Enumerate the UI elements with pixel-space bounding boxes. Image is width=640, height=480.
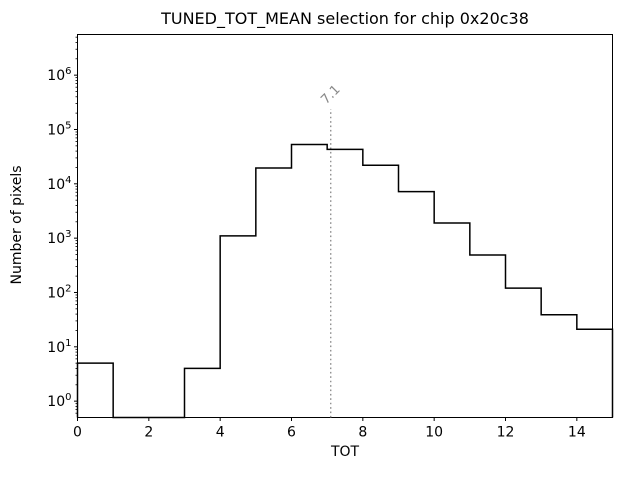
y-tick-label: 101 (47, 338, 71, 356)
x-tick-label: 14 (568, 425, 586, 441)
y-tick-label: 100 (47, 392, 71, 410)
x-tick-label: 6 (287, 425, 296, 441)
x-tick-label: 4 (216, 425, 225, 441)
chart-title: TUNED_TOT_MEAN selection for chip 0x20c3… (161, 9, 529, 28)
x-tick-label: 8 (358, 425, 367, 441)
x-axis-label: TOT (330, 444, 360, 460)
y-tick-label: 103 (47, 229, 71, 247)
x-tick-label: 12 (497, 425, 515, 441)
x-tick-label: 10 (425, 425, 443, 441)
x-tick-label: 0 (73, 425, 82, 441)
y-tick-label: 102 (47, 283, 71, 301)
y-tick-label: 106 (47, 66, 71, 84)
y-axis-label: Number of pixels (9, 165, 25, 285)
y-tick-label: 105 (47, 120, 71, 138)
y-tick-label: 104 (47, 175, 71, 193)
x-tick-label: 2 (144, 425, 153, 441)
plot-frame (77, 34, 613, 418)
histogram-step-line (76, 143, 614, 419)
